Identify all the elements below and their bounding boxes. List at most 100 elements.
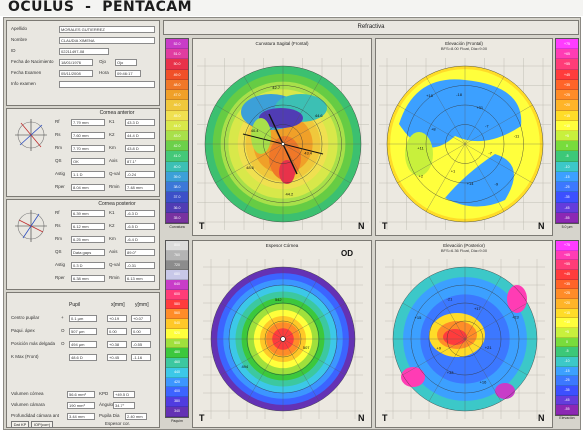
iop-corr-button[interactable]: IOP(corr) (31, 421, 53, 428)
pupil-row-value: 48.6 D (69, 354, 97, 361)
map4-value-label: +17 (474, 306, 482, 311)
scale-step: -10 (556, 161, 578, 172)
apellido-field[interactable]: MORALES GUTIERREZ (59, 26, 155, 33)
map1-temporal-label: T (199, 221, 205, 231)
map1-value-label: 44.2 (285, 191, 294, 196)
map1-plot: 43.4 44.2 48.6 40.4 42.7 44.6 (197, 58, 369, 230)
sagittal-curvature-map[interactable]: Curvatura Sagital (Frontal) 43.4 44.2 48.6… (192, 38, 372, 236)
map4-value-label: +15 (415, 315, 423, 320)
map3-value-label: 494 (241, 364, 248, 369)
map2-value-label: +14 (467, 181, 475, 186)
pupil-row-x: +0.45 (107, 354, 127, 361)
fecha-nac-field[interactable]: 18/01/1976 (59, 59, 93, 66)
post-value-a: 6.38 mm (71, 275, 105, 282)
post-label-a: Astig (55, 262, 66, 267)
map2-value-label: +18 (426, 93, 434, 98)
map2-value-label: +8 (431, 127, 436, 132)
meridian-line (282, 143, 323, 212)
scale-step: 460 (166, 358, 188, 368)
app-title-bar: OCULUS - PENTACAM (0, 0, 583, 16)
scale-step: -15 (556, 366, 578, 377)
id-field[interactable]: 02211497-08 (59, 48, 109, 55)
angle-field: 34.7° (113, 402, 135, 409)
scale-step: 680 (166, 270, 188, 281)
scale-step: +45 (556, 269, 578, 280)
nombre-field[interactable]: CLAUDIA XIMENA (59, 37, 155, 44)
scale-step: 39.0 (166, 171, 188, 183)
meridian-line (464, 104, 533, 145)
scale-step: -45 (556, 395, 578, 406)
map1-value-label: 44.6 (315, 113, 324, 118)
map2-value-label: +2 (419, 173, 424, 178)
pachymetry-map[interactable]: Espesor Córnea OD 507 494 542 T N (192, 240, 372, 428)
scale-step: -5 (556, 151, 578, 162)
scale-step: +25 (556, 289, 578, 299)
post-label-b: K2 (109, 223, 115, 228)
meridian-line (282, 143, 351, 184)
map3-value-label: 507 (303, 345, 310, 350)
pupil-row-symbol: + (61, 315, 64, 320)
scale-step: +25 (556, 90, 578, 101)
post-label-a: Rper (55, 275, 65, 280)
ant-label-a: Rper (55, 184, 65, 189)
map2-plot: -7 -9 +14 +1 +2 +11 +8 +18 -18 +31 -7 -11 (379, 58, 551, 230)
meridian-line (464, 338, 502, 402)
elevation-peripheral (495, 383, 515, 399)
map3-plot: 507 494 542 (203, 259, 363, 419)
scale-step: 40.0 (166, 161, 188, 172)
fecha-nac-label: Fecha de Nacimiento (11, 59, 54, 64)
scale-step: +65 (556, 49, 578, 60)
post-value-a: 6.39 mm (71, 210, 105, 217)
vol-cam-field: 190 mm³ (67, 402, 95, 409)
meridian-line (215, 143, 284, 184)
post-value-a: 6.12 mm (71, 223, 105, 230)
map3-nasal-label: N (358, 413, 365, 423)
ant-label-b: K1 (109, 119, 115, 124)
apex-marker (281, 142, 285, 146)
scale-step: -25 (556, 182, 578, 193)
hora-field[interactable]: 09:46:17 (115, 70, 141, 77)
cornea-posterior-panel: Cornea posterior Rf 6.39 mm K1 -6.3 D Rs 6.12… (6, 199, 160, 290)
scale-step: 0 (556, 141, 578, 152)
prof-label: Profundidad cámara ant (11, 413, 60, 418)
scale-step: 600 (166, 289, 188, 300)
map4-nasal-label: N (538, 413, 545, 423)
meridian-line (464, 302, 528, 340)
scale-step: +20 (556, 298, 578, 309)
anterior-elevation-map[interactable]: Elevación (Frontal) BFS=8.00 Float, Dia=… (375, 38, 553, 236)
scale-step: -25 (556, 376, 578, 386)
scale-step: 400 (166, 387, 188, 398)
info-field[interactable] (59, 81, 155, 88)
scale-step: 480 (166, 348, 188, 359)
posterior-elevation-map[interactable]: Elevación (Posterior) BFS=6.36 Float, Di… (375, 240, 553, 428)
fecha-exam-label: Fecha Examen (11, 70, 42, 75)
meridian-line (220, 302, 284, 340)
meridian-line (464, 76, 505, 145)
post-label-a: Rs (55, 223, 61, 228)
scale-step: +35 (556, 79, 578, 91)
pupil-panel: Pupil x[mm] y[mm] Centro pupilar +0.1 µm +… (6, 292, 160, 428)
fecha-exam-field[interactable]: 05/11/2008 (59, 70, 93, 77)
map2-title: Elevación (Frontal) (445, 41, 483, 46)
scale-step: +15 (556, 308, 578, 319)
meridian-line (428, 276, 466, 340)
cornea-anterior-panel: Cornea anterior Rf 7.79 mm K1 43.3 D Rs 7.60 … (6, 108, 160, 197)
flat-zone-core (259, 108, 303, 128)
ojo-field[interactable]: Ojo (115, 59, 137, 66)
cornea-anterior-axis-diagram (15, 119, 47, 151)
scale-step: +5 (556, 327, 578, 338)
prof-field: 3.44 mm (67, 413, 95, 420)
scale-step: -5 (556, 347, 578, 357)
pupil-row-x: +0.19 (107, 315, 127, 322)
cornea-posterior-axis-diagram (15, 210, 47, 242)
meridian-line (402, 338, 466, 376)
meridian-line (243, 143, 284, 212)
scale-step: 45.0 (166, 110, 188, 121)
ant-label-a: Astig (55, 171, 66, 176)
elevation-front-scale-caption: 5.0 µm (561, 225, 573, 229)
dat-kp-button[interactable]: Dat KP (11, 421, 29, 428)
post-value-a: Data gaps (71, 249, 105, 256)
pupil-row-value: 507 µm (69, 328, 97, 335)
map3-value-label: 542 (275, 297, 282, 302)
scale-step: -55 (556, 405, 578, 415)
